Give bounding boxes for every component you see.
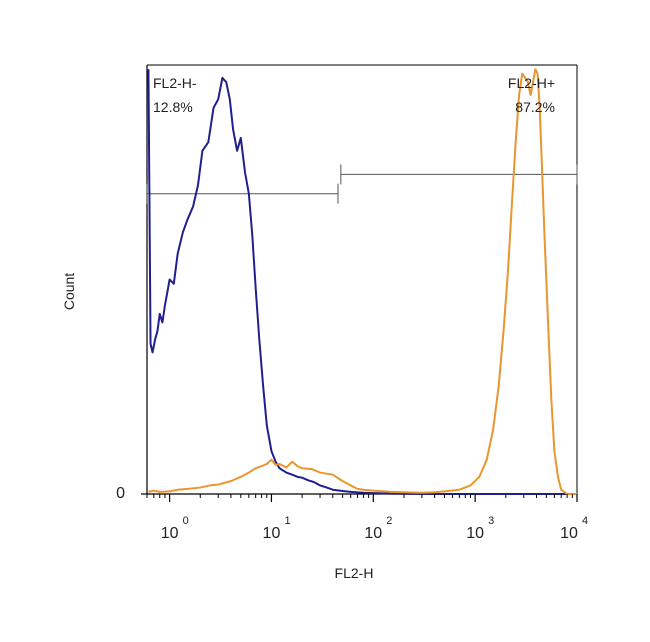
gate-labels: FL2-H- 12.8% FL2-H+ 87.2% <box>153 75 555 115</box>
gate-percent-1: 12.8% <box>153 99 193 115</box>
x-tick-label-base-2: 10 <box>364 525 382 542</box>
gate-name-1: FL2-H- <box>153 75 197 91</box>
x-tick-label-exp-2: 2 <box>386 515 392 527</box>
x-tick-label-exp-4: 4 <box>582 515 588 527</box>
x-axis-title: FL2-H <box>335 565 374 581</box>
x-tick-label-exp-3: 3 <box>488 515 494 527</box>
gate-percent-2: 87.2% <box>515 99 555 115</box>
series-line-1 <box>147 69 577 495</box>
series-line-2 <box>148 68 577 495</box>
gates <box>146 164 578 204</box>
gate-name-2: FL2-H+ <box>508 75 555 91</box>
x-tick-label-base-3: 10 <box>466 525 484 542</box>
series-layer <box>147 68 577 495</box>
y-tick-label-0: 0 <box>116 485 125 502</box>
x-tick-label-base-0: 10 <box>161 525 179 542</box>
x-tick-label-base-4: 10 <box>560 525 578 542</box>
y-ticks: 0 <box>116 485 147 502</box>
x-tick-label-base-1: 10 <box>263 525 281 542</box>
x-tick-label-exp-0: 0 <box>183 515 189 527</box>
y-axis-title: Count <box>61 273 77 310</box>
plot-area <box>146 64 578 495</box>
x-tick-label-exp-1: 1 <box>284 515 290 527</box>
